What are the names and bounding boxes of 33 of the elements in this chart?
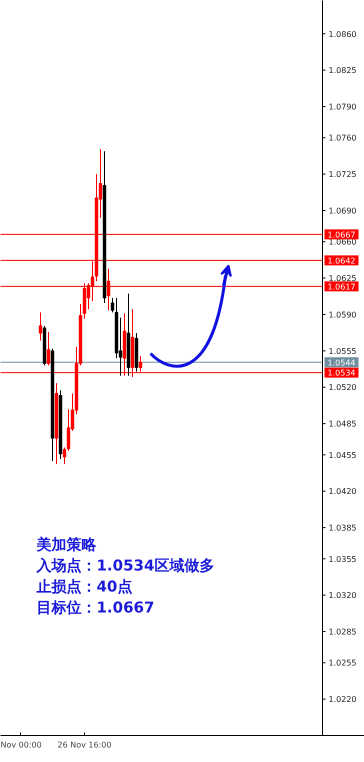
candlestick [62,447,66,465]
annotation: 目标位：1.0667 [36,598,154,616]
annotation: 止损点：40点 [36,578,132,596]
y-tick-label: 1.0220 [328,695,356,704]
y-tick-label: 1.0285 [328,628,356,637]
x-tick-label: 26 Nov 16:00 [58,740,112,750]
ref-line-label: 1.0534 [328,368,356,378]
y-tick-label: 1.0790 [328,102,356,112]
ref-line-label: 1.0642 [328,256,356,266]
x-tick-label: Nov 00:00 [0,740,42,750]
annotation: 美加策略 [36,536,98,554]
y-tick-label: 1.0625 [328,274,356,284]
y-tick-label: 1.0860 [328,30,356,39]
ref-line-label: 1.0667 [328,230,356,240]
y-tick-label: 1.0320 [328,591,356,600]
y-tick-label: 1.0355 [328,554,356,564]
y-tick-label: 1.0420 [328,487,356,496]
candlestick [46,332,50,366]
ref-line-label: 1.0617 [328,282,356,292]
y-tick-label: 1.0555 [328,346,356,356]
annotation: 入场点：1.0534区域做多 [36,556,214,574]
y-tick-label: 1.0760 [328,134,356,143]
y-tick-label: 1.0690 [328,206,356,216]
y-tick-label: 1.0825 [328,66,356,76]
y-tick-label: 1.0455 [328,450,356,460]
ref-line-label: 1.0544 [328,358,356,368]
y-tick-label: 1.0485 [328,420,356,429]
y-tick-label: 1.0385 [328,524,356,533]
y-tick-label: 1.0255 [328,658,356,668]
y-tick-label: 1.0725 [328,170,356,180]
y-tick-label: 1.0590 [328,310,356,320]
candlestick [110,297,114,313]
y-tick-label: 1.0520 [328,383,356,392]
